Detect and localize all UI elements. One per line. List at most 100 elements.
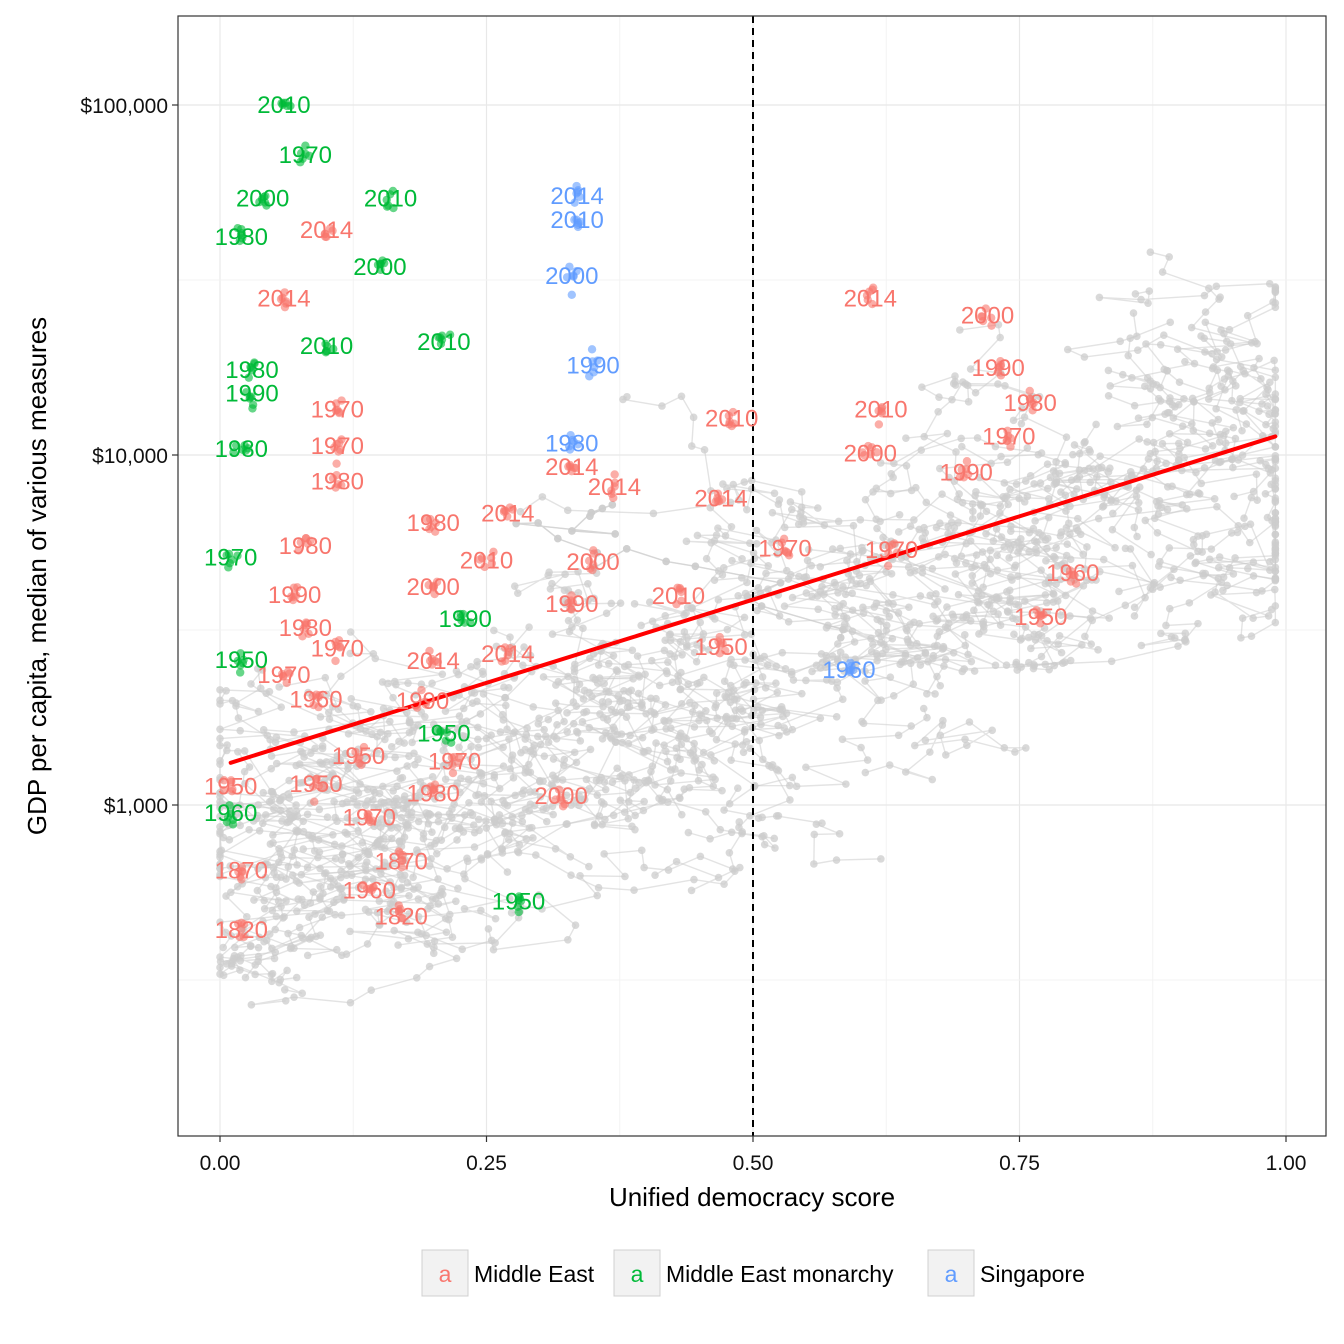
background-point — [688, 604, 696, 612]
background-point — [807, 561, 816, 570]
series-point — [331, 656, 340, 666]
background-point — [1000, 743, 1009, 752]
background-point — [996, 502, 1005, 510]
series-point — [314, 781, 323, 791]
background-point — [774, 500, 783, 508]
background-point — [594, 883, 603, 892]
background-point — [1146, 248, 1155, 257]
background-point — [499, 716, 508, 724]
background-point — [467, 662, 475, 671]
background-point — [695, 716, 703, 725]
background-point — [750, 782, 758, 791]
background-point — [814, 605, 822, 614]
background-point — [979, 626, 988, 635]
background-point — [474, 723, 482, 732]
series-point — [382, 202, 392, 211]
background-point — [970, 606, 978, 615]
background-point — [915, 619, 924, 628]
background-point — [1217, 382, 1225, 391]
background-point — [221, 928, 230, 937]
background-point — [651, 871, 659, 879]
background-track — [493, 629, 632, 827]
background-point — [1052, 543, 1060, 552]
background-point — [1064, 519, 1073, 528]
year-label: 1990 — [545, 591, 598, 618]
background-point — [842, 780, 850, 788]
series-point — [711, 497, 721, 506]
background-point — [1243, 311, 1252, 320]
background-point — [1054, 640, 1063, 649]
background-point — [226, 862, 234, 870]
background-point — [562, 791, 571, 800]
background-point — [1238, 614, 1247, 622]
year-label: 1870 — [215, 857, 268, 884]
background-point — [797, 503, 806, 512]
background-point — [424, 904, 432, 913]
background-point — [1166, 318, 1175, 327]
background-point — [522, 834, 531, 843]
background-point — [739, 748, 748, 757]
background-point — [529, 703, 538, 711]
background-point — [972, 487, 980, 496]
series-point — [294, 546, 303, 555]
year-label: 1820 — [215, 917, 268, 944]
background-point — [490, 626, 498, 635]
background-point — [870, 603, 879, 611]
series-point — [425, 524, 434, 534]
series-point — [320, 229, 330, 238]
background-point — [290, 728, 298, 736]
background-point — [1271, 373, 1280, 382]
background-point — [834, 517, 843, 526]
background-point — [1079, 550, 1087, 559]
year-label: 1970 — [311, 433, 364, 460]
background-point — [1271, 547, 1280, 555]
background-point — [299, 827, 308, 836]
background-point — [1016, 636, 1025, 644]
background-point — [1271, 452, 1280, 460]
background-point — [1092, 420, 1100, 429]
background-point — [267, 970, 276, 979]
background-point — [770, 489, 779, 498]
background-point — [1221, 346, 1230, 354]
background-point — [323, 906, 332, 915]
background-point — [427, 854, 435, 863]
background-point — [1022, 744, 1030, 752]
background-point — [934, 407, 942, 416]
background-point — [756, 713, 765, 722]
background-point — [988, 726, 996, 735]
year-label: 1970 — [758, 536, 811, 563]
series-point — [293, 583, 302, 592]
background-point — [400, 833, 409, 842]
background-point — [534, 720, 543, 728]
background-point — [794, 520, 803, 529]
background-point — [529, 834, 537, 842]
background-point — [512, 519, 520, 528]
background-point — [726, 498, 735, 507]
background-point — [347, 695, 356, 703]
legend-key-glyph: a — [945, 1261, 958, 1287]
background-point — [760, 832, 768, 840]
background-point — [582, 775, 591, 784]
series-point — [238, 445, 247, 454]
background-point — [263, 731, 272, 740]
background-point — [375, 921, 384, 929]
background-point — [682, 537, 691, 546]
background-point — [1149, 438, 1158, 447]
background-point — [1062, 433, 1071, 442]
background-point — [250, 896, 258, 904]
background-point — [666, 766, 675, 774]
background-point — [367, 707, 375, 716]
background-point — [1118, 370, 1127, 379]
background-point — [529, 746, 537, 754]
series-point — [1071, 579, 1081, 588]
background-point — [1160, 331, 1168, 339]
background-point — [920, 523, 928, 532]
background-point — [742, 678, 750, 687]
background-point — [764, 562, 773, 570]
background-point — [389, 856, 398, 865]
background-point — [582, 707, 591, 716]
background-point — [1116, 337, 1125, 346]
background-point — [571, 921, 580, 929]
background-point — [663, 669, 671, 678]
background-point — [780, 523, 789, 532]
